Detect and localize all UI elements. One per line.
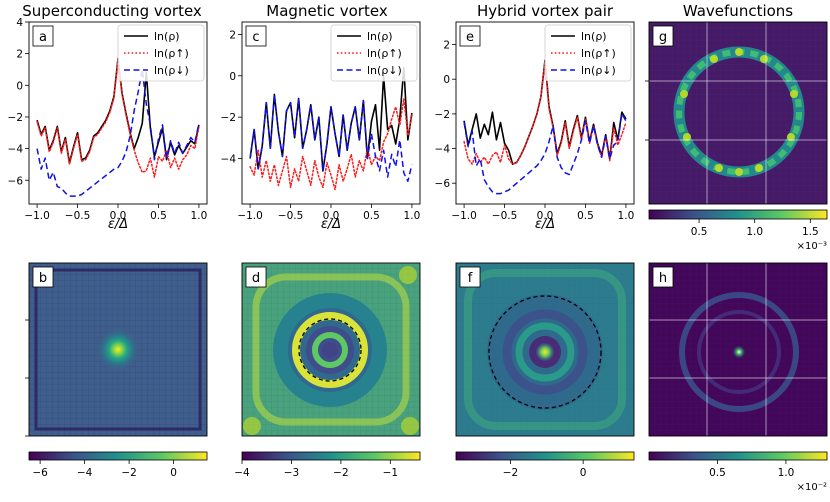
ytick-label-e: 2 (443, 40, 450, 52)
xtick-label-e: −1.0 (451, 210, 477, 222)
panel-label-a: a (39, 30, 47, 45)
series-c-rho (249, 66, 413, 172)
title-hybrid-vortex-pair: Hybrid vortex pair (477, 2, 614, 20)
chart-magnetic-vortex: −1.0 −0.5 0.0 0.5 1.0 −4 −2 0 2 c ε/Δ ln(ρ) ln(ρ↑… (221, 21, 421, 232)
ytick-label-e: 0 (443, 74, 450, 86)
legend-c (330, 24, 418, 82)
colorbar-tick-label-f: 0 (580, 467, 587, 479)
legend-entry-e: ln(ρ↓) (581, 64, 616, 77)
colorbar-tick-label-g: 0.5 (691, 226, 708, 238)
colorbar-tick-label-d: −3 (284, 467, 299, 479)
colorbar-exponent-h: ×10⁻² (797, 482, 827, 493)
ytick-label-a: 0 (16, 80, 23, 92)
colorbar-tick-label-b: −6 (32, 467, 48, 479)
xlabel-c: ε/Δ (321, 217, 341, 232)
colorbar-b (28, 451, 208, 461)
colorbar-tick-label-b: −2 (121, 467, 136, 479)
colorbar-h (648, 451, 828, 461)
legend-e (544, 24, 632, 82)
panel-label-f: f (468, 271, 473, 286)
colorbar-tick-label-b: −4 (77, 467, 93, 479)
legend-entry-e: ln(ρ) (581, 30, 607, 43)
panel-label-g: g (659, 30, 667, 45)
colorbar-d (241, 451, 421, 461)
legend-entry-a: ln(ρ) (154, 30, 180, 43)
colorbar-tick-label-f: −2 (503, 467, 518, 479)
legend-entry-c: ln(ρ↑) (367, 47, 402, 60)
colorbar-tick-label-h: 0.5 (709, 467, 726, 479)
heatmap-b-peak (96, 327, 140, 372)
ytick-label-a: −4 (8, 144, 24, 156)
panel-label-h: h (659, 271, 667, 286)
series-c-rho-down (249, 93, 413, 182)
colorbar-tick-label-b: 0 (170, 467, 177, 479)
colorbar-tick-label-d: −4 (234, 467, 250, 479)
heatmap-h-peak (732, 345, 746, 359)
panel-label-b: b (39, 271, 47, 286)
xtick-label-a: 1.0 (191, 210, 208, 222)
colorbar-tick-label-g: 1.0 (746, 226, 763, 238)
chart-hybrid-vortex-pair: −1.0 −0.5 0.0 0.5 1.0 −6 −4 −2 0 2 e ε/Δ ln(ρ) ln(… (435, 21, 635, 232)
legend-entry-c: ln(ρ↓) (367, 64, 402, 77)
ytick-label-c: 2 (229, 29, 236, 41)
colorbar-tick-label-h: 1.0 (778, 467, 795, 479)
colorbar-exponent-g: ×10⁻³ (797, 241, 827, 252)
xtick-label-c: 0.0 (323, 210, 340, 222)
heatmap-f: f −2 0 (455, 262, 635, 479)
ytick-label-e: −4 (435, 144, 451, 156)
ytick-label-e: −6 (435, 178, 451, 190)
heatmap-d: d −4 −3 −2 −1 (234, 262, 421, 479)
dashed-circle-f (488, 295, 602, 409)
xtick-label-a: −1.0 (24, 210, 50, 222)
legend-entry-a: ln(ρ↓) (154, 64, 189, 77)
legend-entry-e: ln(ρ↑) (581, 47, 616, 60)
ytick-label-a: −6 (8, 175, 24, 187)
ytick-label-e: −2 (435, 109, 450, 121)
legend-a (117, 24, 205, 82)
title-superconducting-vortex: Superconducting vortex (22, 2, 202, 20)
heatmap-b: b −6 −4 −2 0 (25, 262, 208, 479)
xtick-label-a: −0.5 (65, 210, 91, 222)
series-c-rho-up (249, 97, 413, 191)
legend-entry-a: ln(ρ↑) (154, 47, 189, 60)
panel-label-e: e (466, 30, 474, 45)
ytick-label-a: 2 (16, 49, 23, 61)
heatmap-g: g 0.5 1.0 1.5 ×10⁻³ (645, 21, 828, 252)
xtick-label-e: 0.5 (577, 210, 594, 222)
colorbar-g (648, 209, 828, 220)
xtick-label-c: 1.0 (404, 210, 421, 222)
xlabel-e: ε/Δ (535, 217, 555, 232)
xtick-label-e: −0.5 (492, 210, 518, 222)
xtick-label-c: 0.5 (363, 210, 380, 222)
ytick-label-c: 0 (229, 71, 236, 83)
panel-label-c: c (252, 30, 259, 45)
dashed-circle-d (298, 318, 362, 382)
xtick-label-c: −1.0 (237, 210, 263, 222)
xtick-label-e: 0.0 (537, 210, 554, 222)
xtick-label-e: 1.0 (618, 210, 635, 222)
colorbar-f (455, 451, 635, 461)
panel-label-d: d (252, 271, 260, 286)
heatmap-h: h 0.5 1.0×10⁻² (648, 262, 828, 493)
title-wavefunctions: Wavefunctions (683, 2, 793, 20)
colorbar-tick-label-g: 1.5 (802, 226, 819, 238)
xtick-label-a: 0.0 (110, 210, 127, 222)
ytick-label-a: −2 (8, 112, 23, 124)
colorbar-tick-label-d: −2 (333, 467, 348, 479)
colorbar-tick-label-d: −1 (383, 467, 398, 479)
chart-superconducting-vortex: −1.0 −0.5 0.0 0.5 1.0 −6 −4 −2 0 2 4 a ε/Δ ln(ρ) ln… (8, 17, 208, 232)
ytick-label-c: −4 (221, 154, 237, 166)
xtick-label-a: 0.5 (150, 210, 167, 222)
legend-entry-c: ln(ρ) (367, 30, 393, 43)
ytick-label-c: −2 (221, 112, 236, 124)
series-e-rho-down (463, 113, 627, 195)
xlabel-a: ε/Δ (108, 217, 128, 232)
title-magnetic-vortex: Magnetic vortex (266, 2, 388, 20)
xtick-label-c: −0.5 (278, 210, 304, 222)
heatmap-f-peak (536, 343, 554, 361)
series-a-rho-down (36, 68, 200, 197)
ytick-label-a: 4 (16, 17, 23, 29)
